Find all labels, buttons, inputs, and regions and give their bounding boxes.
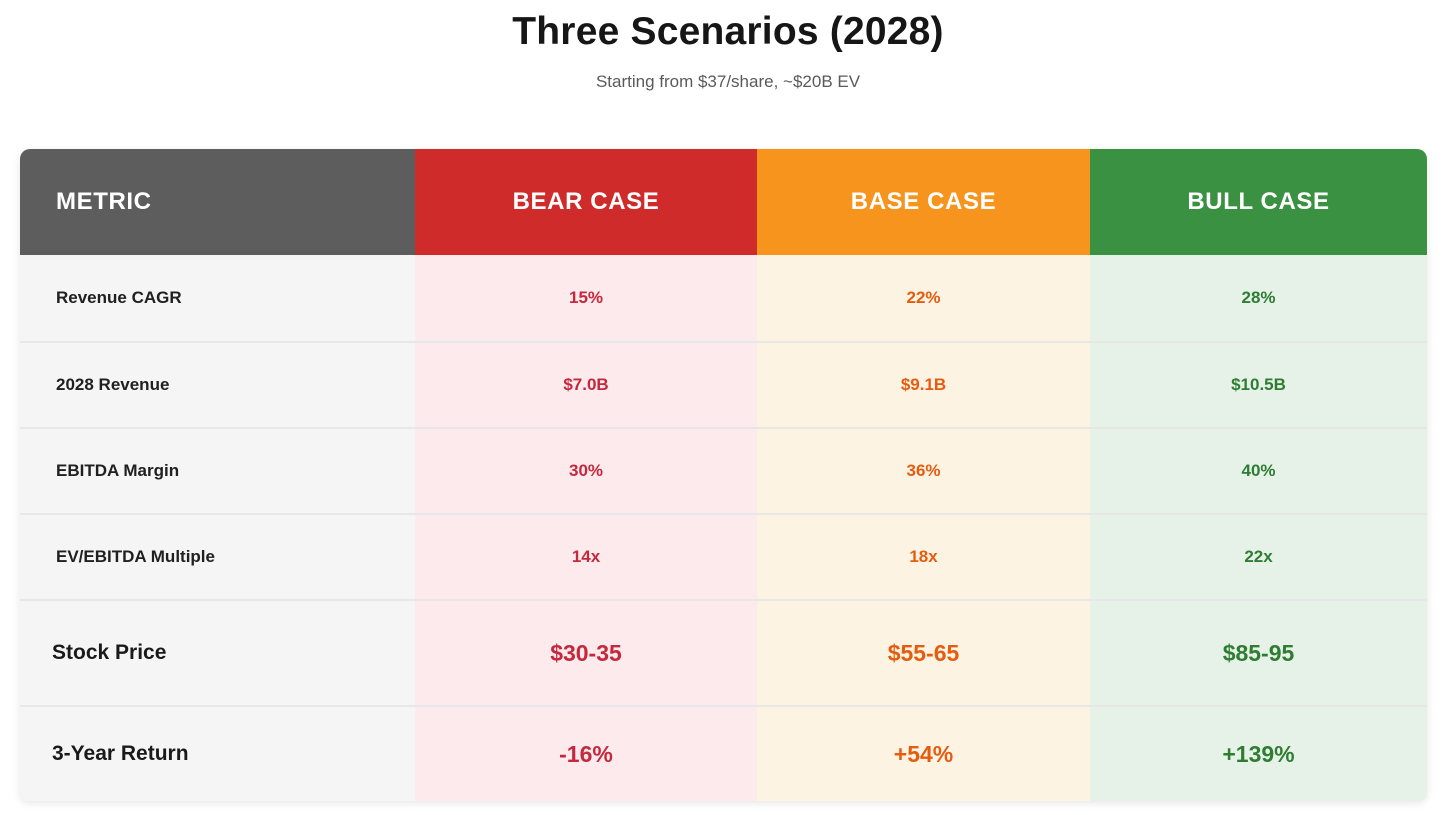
base-value: +54% <box>757 707 1090 801</box>
table-row-ebitda-margin: EBITDA Margin 30% 36% 40% <box>20 427 1427 513</box>
metric-label: EBITDA Margin <box>20 429 415 513</box>
table-row-3-year-return: 3-Year Return -16% +54% +139% <box>20 705 1427 801</box>
table-row-ev-ebitda-multiple: EV/EBITDA Multiple 14x 18x 22x <box>20 513 1427 599</box>
header-metric: METRIC <box>20 149 415 255</box>
base-value: 18x <box>757 515 1090 599</box>
metric-label: 2028 Revenue <box>20 343 415 427</box>
base-value: $9.1B <box>757 343 1090 427</box>
bear-value: 14x <box>415 515 757 599</box>
bull-value: $85-95 <box>1090 601 1427 705</box>
bear-value: $30-35 <box>415 601 757 705</box>
base-value: 36% <box>757 429 1090 513</box>
bull-value: 40% <box>1090 429 1427 513</box>
page-title: Three Scenarios (2028) <box>512 10 944 53</box>
table-row-stock-price: Stock Price $30-35 $55-65 $85-95 <box>20 599 1427 705</box>
header-base-case: BASE CASE <box>757 149 1090 255</box>
bull-value: $10.5B <box>1090 343 1427 427</box>
table-header-row: METRIC BEAR CASE BASE CASE BULL CASE <box>20 149 1427 255</box>
bull-value: 22x <box>1090 515 1427 599</box>
header-bull-case: BULL CASE <box>1090 149 1427 255</box>
scenario-table: METRIC BEAR CASE BASE CASE BULL CASE Rev… <box>20 149 1427 801</box>
base-value: $55-65 <box>757 601 1090 705</box>
page-subtitle: Starting from $37/share, ~$20B EV <box>595 72 861 91</box>
bear-value: $7.0B <box>415 343 757 427</box>
bear-value: 15% <box>415 255 757 341</box>
metric-label: Stock Price <box>20 601 415 705</box>
table-row-revenue-cagr: Revenue CAGR 15% 22% 28% <box>20 255 1427 341</box>
metric-label: EV/EBITDA Multiple <box>20 515 415 599</box>
bull-value: +139% <box>1090 707 1427 801</box>
bear-value: 30% <box>415 429 757 513</box>
metric-label: 3-Year Return <box>20 707 415 801</box>
table-row-2028-revenue: 2028 Revenue $7.0B $9.1B $10.5B <box>20 341 1427 427</box>
base-value: 22% <box>757 255 1090 341</box>
bull-value: 28% <box>1090 255 1427 341</box>
metric-label: Revenue CAGR <box>20 255 415 341</box>
header-bear-case: BEAR CASE <box>415 149 757 255</box>
bear-value: -16% <box>415 707 757 801</box>
